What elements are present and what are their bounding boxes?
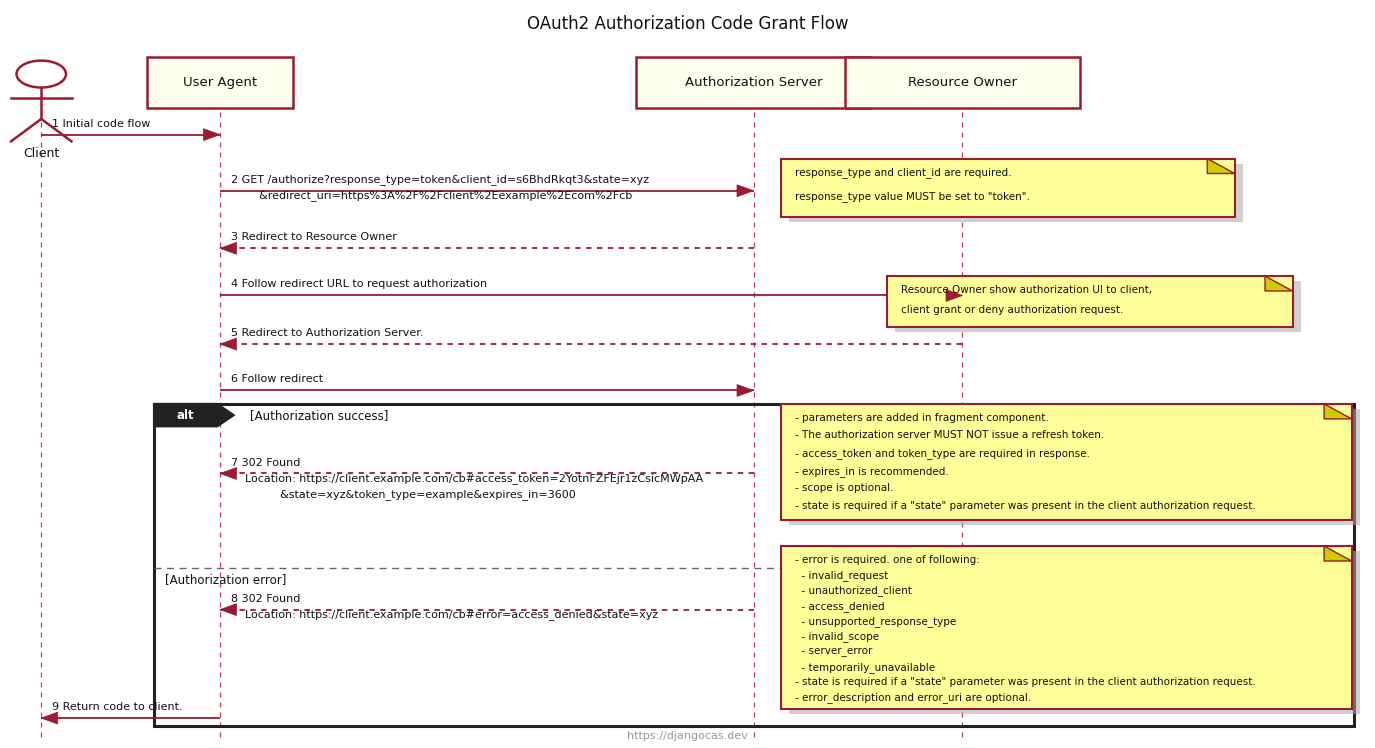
- Text: Location: https://client.example.com/cb#error=access_denied&state=xyz: Location: https://client.example.com/cb#…: [231, 609, 659, 620]
- FancyBboxPatch shape: [789, 164, 1243, 222]
- Text: https://djangocas.dev: https://djangocas.dev: [627, 731, 748, 741]
- Text: 9 Return code to client.: 9 Return code to client.: [52, 702, 183, 712]
- Text: - server_error: - server_error: [795, 646, 872, 657]
- Text: - invalid_request: - invalid_request: [795, 570, 888, 581]
- Polygon shape: [1265, 276, 1292, 291]
- FancyBboxPatch shape: [789, 551, 1360, 714]
- Text: &state=xyz&token_type=example&expires_in=3600: &state=xyz&token_type=example&expires_in…: [231, 489, 576, 500]
- Text: Resource Owner: Resource Owner: [908, 76, 1018, 89]
- FancyBboxPatch shape: [895, 281, 1301, 332]
- Text: [Authorization success]: [Authorization success]: [250, 408, 389, 422]
- Text: Authorization Server: Authorization Server: [685, 76, 822, 89]
- Polygon shape: [737, 384, 754, 396]
- Text: - temporarily_unavailable: - temporarily_unavailable: [795, 662, 935, 672]
- Text: - error is required. one of following:: - error is required. one of following:: [795, 555, 979, 565]
- FancyBboxPatch shape: [781, 546, 1352, 709]
- Text: [Authorization error]: [Authorization error]: [165, 573, 286, 586]
- Text: 4 Follow redirect URL to request authorization: 4 Follow redirect URL to request authori…: [231, 280, 487, 289]
- Polygon shape: [737, 185, 754, 197]
- Text: User Agent: User Agent: [183, 76, 257, 89]
- FancyBboxPatch shape: [789, 409, 1360, 525]
- Text: 2 GET /authorize?response_type=token&client_id=s6BhdRkqt3&state=xyz: 2 GET /authorize?response_type=token&cli…: [231, 174, 649, 185]
- Text: client grant or deny authorization request.: client grant or deny authorization reque…: [901, 305, 1123, 315]
- Text: - unauthorized_client: - unauthorized_client: [795, 586, 912, 596]
- Text: - error_description and error_uri are optional.: - error_description and error_uri are op…: [795, 693, 1031, 703]
- Polygon shape: [220, 242, 236, 254]
- Text: - state is required if a "state" parameter was present in the client authorizati: - state is required if a "state" paramet…: [795, 501, 1255, 511]
- Text: alt: alt: [177, 408, 194, 422]
- FancyBboxPatch shape: [781, 404, 1352, 520]
- Text: - access_denied: - access_denied: [795, 601, 884, 612]
- Text: Location: https://client.example.com/cb#access_token=2YotnFZFEjr1zCsicMWpAA: Location: https://client.example.com/cb#…: [231, 473, 703, 484]
- Polygon shape: [1207, 159, 1235, 174]
- Text: 7 302 Found: 7 302 Found: [231, 458, 300, 468]
- Polygon shape: [220, 604, 236, 616]
- Text: - expires_in is recommended.: - expires_in is recommended.: [795, 465, 949, 476]
- Polygon shape: [154, 404, 234, 426]
- Text: - scope is optional.: - scope is optional.: [795, 483, 894, 493]
- Text: - invalid_scope: - invalid_scope: [795, 631, 879, 643]
- Text: Client: Client: [23, 147, 59, 160]
- Polygon shape: [946, 289, 962, 301]
- Text: 6 Follow redirect: 6 Follow redirect: [231, 375, 323, 384]
- FancyBboxPatch shape: [887, 276, 1292, 327]
- Text: - state is required if a "state" parameter was present in the client authorizati: - state is required if a "state" paramet…: [795, 677, 1255, 687]
- Text: response_type and client_id are required.: response_type and client_id are required…: [795, 168, 1011, 179]
- FancyBboxPatch shape: [635, 57, 870, 108]
- Text: 1 Initial code flow: 1 Initial code flow: [52, 119, 151, 129]
- Text: Resource Owner show authorization UI to client,: Resource Owner show authorization UI to …: [901, 285, 1152, 295]
- Text: - access_token and token_type are required in response.: - access_token and token_type are requir…: [795, 448, 1089, 459]
- Text: 5 Redirect to Authorization Server.: 5 Redirect to Authorization Server.: [231, 328, 424, 338]
- Polygon shape: [1324, 404, 1352, 419]
- Polygon shape: [220, 468, 236, 479]
- Text: - parameters are added in fragment component.: - parameters are added in fragment compo…: [795, 413, 1049, 423]
- FancyBboxPatch shape: [781, 159, 1235, 217]
- Text: 3 Redirect to Resource Owner: 3 Redirect to Resource Owner: [231, 233, 397, 242]
- Polygon shape: [1324, 546, 1352, 561]
- FancyBboxPatch shape: [844, 57, 1079, 108]
- Polygon shape: [220, 338, 236, 350]
- FancyBboxPatch shape: [147, 57, 293, 108]
- Text: 8 302 Found: 8 302 Found: [231, 594, 300, 604]
- Polygon shape: [204, 129, 220, 141]
- Polygon shape: [41, 712, 58, 724]
- Text: &redirect_uri=https%3A%2F%2Fclient%2Eexample%2Ecom%2Fcb: &redirect_uri=https%3A%2F%2Fclient%2Eexa…: [231, 190, 633, 201]
- Text: OAuth2 Authorization Code Grant Flow: OAuth2 Authorization Code Grant Flow: [527, 15, 848, 33]
- Text: - The authorization server MUST NOT issue a refresh token.: - The authorization server MUST NOT issu…: [795, 431, 1104, 441]
- Text: - unsupported_response_type: - unsupported_response_type: [795, 616, 956, 627]
- Text: response_type value MUST be set to "token".: response_type value MUST be set to "toke…: [795, 191, 1030, 203]
